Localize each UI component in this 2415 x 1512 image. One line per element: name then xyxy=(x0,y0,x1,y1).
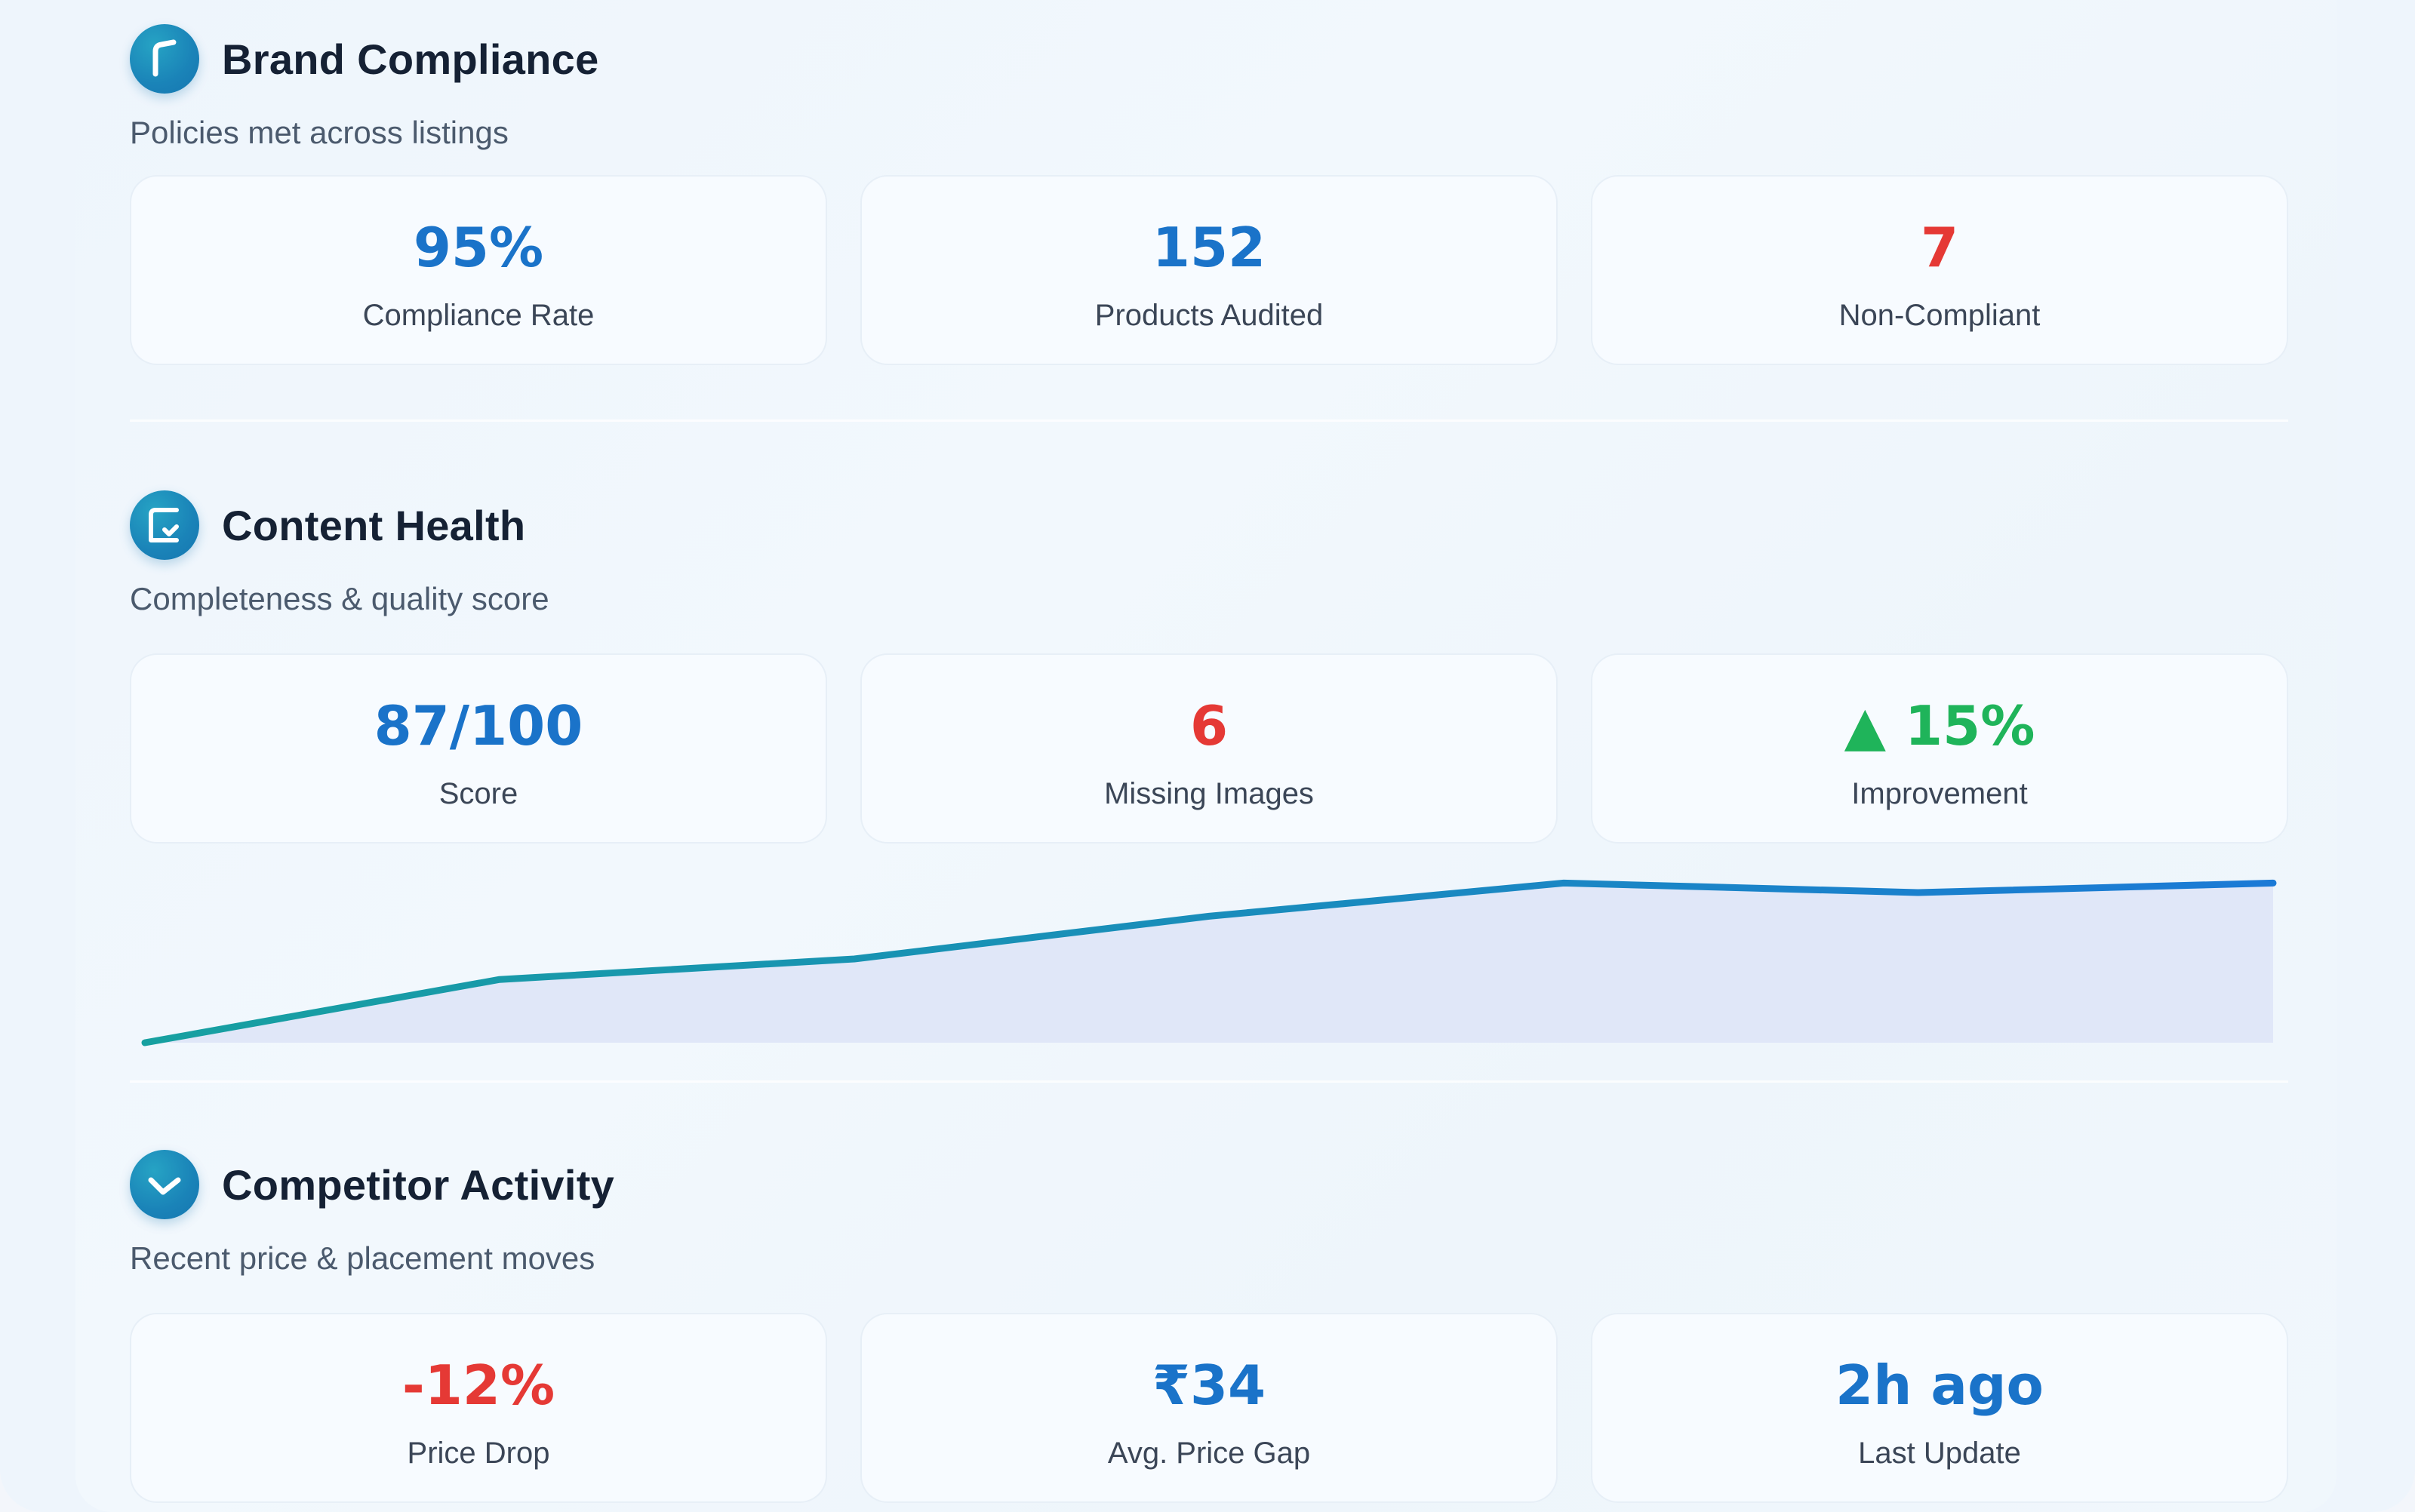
metric-value: 2h ago xyxy=(1835,1354,2044,1417)
competitor-activity-section: Competitor Activity Recent price & place… xyxy=(130,1150,2288,1503)
chart-area-fill xyxy=(145,883,2273,1043)
metric-card-missing-images[interactable]: 6 Missing Images xyxy=(860,653,1558,844)
metric-cards: 87/100 Score 6 Missing Images ▲ 15% Impr… xyxy=(130,653,2288,844)
section-subtitle: Recent price & placement moves xyxy=(130,1240,595,1276)
shield-icon xyxy=(130,24,199,94)
metric-card-avg-price-gap[interactable]: ₹34 Avg. Price Gap xyxy=(860,1313,1558,1503)
metric-value: ▲ 15% xyxy=(1844,694,2035,758)
metric-card-price-drop[interactable]: -12% Price Drop xyxy=(130,1313,827,1503)
metric-label: Compliance Rate xyxy=(362,299,595,332)
content-health-trend-chart xyxy=(141,879,2277,1046)
section-subtitle: Completeness & quality score xyxy=(130,581,549,616)
trend-down-icon xyxy=(130,1150,199,1219)
section-title: Content Health xyxy=(222,502,526,549)
brand-compliance-section: Brand Compliance Policies met across lis… xyxy=(130,24,2288,365)
metric-label: Last Update xyxy=(1858,1437,2021,1470)
metric-value: 87/100 xyxy=(374,694,583,758)
metric-card-score[interactable]: 87/100 Score xyxy=(130,653,827,844)
metric-value: 6 xyxy=(1189,694,1229,758)
content-health-section: Content Health Completeness & quality sc… xyxy=(130,490,2288,844)
metric-label: Score xyxy=(438,777,518,810)
metric-value: 7 xyxy=(1920,216,1959,279)
metric-card-compliance-rate[interactable]: 95% Compliance Rate xyxy=(130,175,827,365)
metric-value: -12% xyxy=(401,1354,555,1417)
metric-label: Improvement xyxy=(1851,777,2028,810)
section-divider xyxy=(130,1080,2288,1083)
section-title: Competitor Activity xyxy=(222,1161,615,1209)
metric-value: 152 xyxy=(1152,216,1266,279)
chart-series-line xyxy=(141,879,2277,1046)
metric-label: Price Drop xyxy=(407,1437,550,1470)
section-subtitle: Policies met across listings xyxy=(130,115,509,150)
metric-card-products-audited[interactable]: 152 Products Audited xyxy=(860,175,1558,365)
document-check-icon xyxy=(130,490,199,560)
section-header: Brand Compliance xyxy=(130,24,2288,94)
metric-label: Missing Images xyxy=(1104,777,1314,810)
metric-label: Products Audited xyxy=(1094,299,1324,332)
metric-card-improvement[interactable]: ▲ 15% Improvement xyxy=(1591,653,2288,844)
section-title: Brand Compliance xyxy=(222,35,599,83)
metric-cards: -12% Price Drop ₹34 Avg. Price Gap 2h ag… xyxy=(130,1313,2288,1503)
section-header: Content Health xyxy=(130,490,2288,560)
section-divider xyxy=(130,419,2288,422)
section-header: Competitor Activity xyxy=(130,1150,2288,1219)
metric-value: 95% xyxy=(413,216,544,279)
metric-card-non-compliant[interactable]: 7 Non-Compliant xyxy=(1591,175,2288,365)
metric-label: Non-Compliant xyxy=(1838,299,2041,332)
metric-card-last-update[interactable]: 2h ago Last Update xyxy=(1591,1313,2288,1503)
metric-cards: 95% Compliance Rate 152 Products Audited… xyxy=(130,175,2288,365)
metric-label: Avg. Price Gap xyxy=(1107,1437,1311,1470)
metric-value: ₹34 xyxy=(1152,1354,1266,1417)
